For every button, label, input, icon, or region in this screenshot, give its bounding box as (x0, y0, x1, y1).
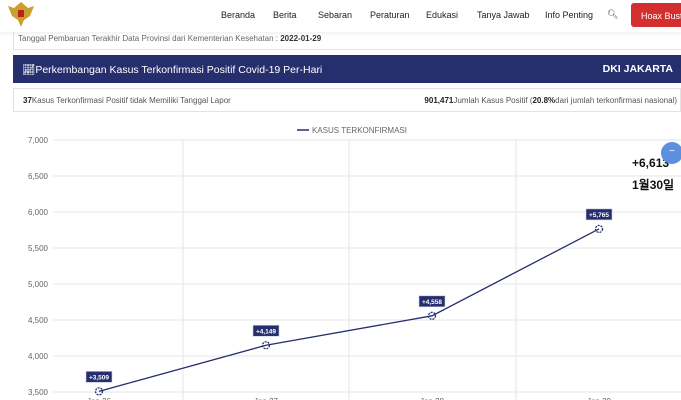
y-tick-label: 7,000 (28, 136, 49, 145)
x-tick-label: Jan 27 (254, 397, 279, 400)
no-date-text: Kasus Terkonfirmasi Positif tidak Memili… (31, 96, 231, 105)
data-label: +5,765 (589, 212, 609, 219)
data-label: +3,509 (89, 374, 109, 381)
update-label: Tanggal Pembaruan Terakhir Data Provinsi… (18, 34, 278, 43)
virus-marker-icon (427, 311, 437, 320)
y-tick-label: 6,000 (28, 208, 49, 217)
nav-info-penting[interactable]: Info Penting (545, 10, 594, 20)
update-box (13, 32, 681, 50)
total-info: 901,471Jumlah Kasus Positif (20.8%dari j… (424, 96, 677, 105)
y-tick-label: 6,500 (28, 172, 49, 181)
update-date: 2022-01-29 (280, 34, 322, 43)
nav-edukasi[interactable]: Edukasi (426, 10, 459, 20)
top-nav: Beranda Berita Sebaran Peraturan Edukasi… (0, 0, 681, 32)
chart-header-banner: 📈︎Perkembangan Kasus Terkonfirmasi Posit… (13, 55, 681, 83)
virus-marker-icon (261, 341, 271, 350)
nav-berita[interactable]: Berita (273, 10, 297, 20)
hoax-buster-button[interactable]: Hoax Buster (631, 3, 681, 27)
data-label: +4,558 (422, 299, 442, 306)
data-label: +4,149 (256, 328, 276, 335)
pct-text: dari jumlah terkonfirmasi nasional) (555, 96, 677, 105)
data-label-box (418, 295, 446, 308)
pct-value: 20.8% (532, 96, 556, 105)
virus-marker-icon (594, 224, 604, 234)
search-icon[interactable]: 🔍︎ (607, 9, 619, 19)
y-tick-label: 5,000 (28, 280, 49, 289)
line-chart: 7,000 6,500 6,000 5,500 5,000 4,500 4,000 3,500… (28, 126, 681, 400)
region-label: DKI JAKARTA (602, 63, 673, 75)
total-count: 901,471 (424, 96, 454, 105)
x-tick-label: Jan 26 (87, 397, 112, 400)
line-chart-icon: 📈︎ (22, 64, 36, 76)
no-date-count: 37 (23, 96, 32, 105)
tooltip-value: +6,613 (632, 156, 670, 170)
nav-peraturan[interactable]: Peraturan (370, 10, 410, 20)
total-text: Jumlah Kasus Positif ( (453, 96, 533, 105)
virus-marker-icon (94, 387, 104, 396)
banner-title-wrap: 📈︎Perkembangan Kasus Terkonfirmasi Posit… (22, 63, 322, 76)
x-tick-label: Jan 29 (587, 397, 612, 400)
tooltip-date: 1월30일 (632, 178, 675, 192)
info-bar: 37Kasus Terkonfirmasi Positif tidak Memi… (13, 88, 681, 112)
y-tick-label: 5,500 (28, 244, 49, 253)
data-label-box (585, 208, 613, 221)
banner-title: Perkembangan Kasus Terkonfirmasi Positif… (35, 64, 323, 76)
y-tick-label: 4,000 (28, 352, 49, 361)
nav-beranda[interactable]: Beranda (221, 10, 256, 20)
collapse-button[interactable]: − (661, 142, 681, 164)
no-date-info: 37Kasus Terkonfirmasi Positif tidak Memi… (23, 96, 231, 105)
data-label-box (252, 324, 280, 337)
series-line (98, 228, 600, 392)
y-tick-label: 3,500 (28, 388, 49, 397)
nav-tanya-jawab[interactable]: Tanya Jawab (477, 10, 530, 20)
data-label-box (85, 371, 113, 383)
tooltip: +6,613 1월30일 (632, 152, 674, 196)
x-tick-label: Jan 28 (420, 397, 445, 400)
garuda-logo-icon (8, 2, 34, 27)
nav-sebaran[interactable]: Sebaran (318, 10, 353, 20)
legend-label: KASUS TERKONFIRMASI (312, 126, 407, 135)
y-tick-label: 4,500 (28, 316, 49, 325)
last-update: Tanggal Pembaruan Terakhir Data Provinsi… (18, 34, 321, 43)
